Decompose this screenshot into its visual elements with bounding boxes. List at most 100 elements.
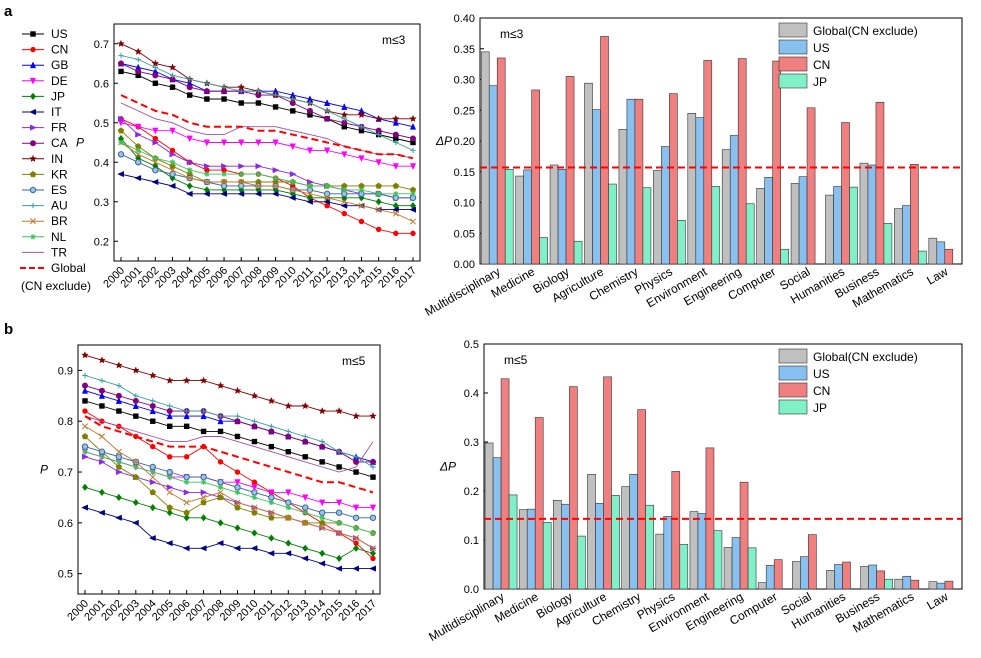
data-point bbox=[369, 514, 377, 521]
legend-label: JP bbox=[813, 75, 827, 89]
data-point bbox=[169, 170, 176, 178]
data-point bbox=[251, 438, 258, 445]
data-point bbox=[167, 423, 173, 430]
data-point bbox=[203, 163, 211, 170]
data-point bbox=[115, 468, 123, 476]
data-point bbox=[169, 84, 176, 90]
series-line bbox=[120, 142, 413, 195]
bar bbox=[539, 237, 548, 265]
bar bbox=[936, 241, 946, 265]
bar bbox=[669, 93, 678, 265]
data-point bbox=[166, 468, 173, 476]
bar bbox=[713, 530, 723, 590]
data-point bbox=[336, 520, 342, 526]
data-point bbox=[221, 163, 228, 170]
legend-label: CN bbox=[813, 58, 830, 72]
bar bbox=[492, 457, 502, 590]
bar bbox=[867, 164, 877, 265]
data-point bbox=[358, 218, 365, 225]
data-point bbox=[183, 499, 190, 506]
bar bbox=[587, 474, 596, 590]
data-point bbox=[369, 545, 377, 552]
bar bbox=[765, 565, 775, 590]
bar bbox=[883, 223, 893, 265]
data-point bbox=[217, 484, 224, 490]
legend-item-gb: GB bbox=[22, 58, 68, 72]
data-point bbox=[183, 489, 191, 496]
data-point bbox=[238, 171, 244, 177]
data-point bbox=[255, 100, 262, 106]
legend-label: AU bbox=[51, 199, 68, 213]
y-tick-label: 0.4 bbox=[94, 157, 109, 169]
data-point bbox=[169, 147, 176, 154]
bar-legend: Global(CN exclude) US CN JP bbox=[778, 348, 918, 415]
legend-swatch bbox=[778, 399, 808, 415]
series-global bbox=[84, 415, 374, 494]
data-point bbox=[285, 433, 292, 440]
data-point bbox=[370, 458, 376, 465]
data-point bbox=[336, 449, 342, 455]
data-point bbox=[370, 530, 376, 536]
data-point bbox=[148, 371, 157, 379]
data-point bbox=[98, 392, 106, 399]
y-tick-label: 0.9 bbox=[58, 365, 73, 377]
data-point bbox=[204, 96, 210, 102]
data-point bbox=[285, 504, 291, 511]
data-point bbox=[186, 182, 193, 190]
bar bbox=[621, 486, 630, 590]
data-point bbox=[203, 88, 210, 95]
data-point bbox=[358, 202, 365, 209]
data-point bbox=[284, 401, 293, 410]
data-point bbox=[251, 479, 258, 485]
data-point bbox=[183, 514, 190, 522]
data-point bbox=[271, 190, 279, 197]
data-point bbox=[200, 479, 207, 485]
data-point bbox=[116, 459, 122, 465]
bar bbox=[772, 60, 781, 265]
data-point bbox=[152, 166, 159, 174]
data-point bbox=[187, 76, 193, 82]
data-point bbox=[81, 483, 89, 491]
data-point bbox=[169, 151, 177, 158]
data-point bbox=[118, 139, 124, 146]
data-point bbox=[98, 448, 106, 455]
data-point bbox=[115, 397, 122, 404]
data-point bbox=[306, 198, 313, 205]
data-point bbox=[324, 183, 330, 189]
legend-label: Global(CN exclude) bbox=[813, 350, 918, 364]
y-tick-label: 0.3 bbox=[94, 197, 109, 209]
bar bbox=[569, 386, 578, 590]
bar bbox=[671, 471, 681, 590]
data-point bbox=[285, 499, 292, 506]
y-tick-label: 0.0 bbox=[464, 584, 479, 596]
bar bbox=[595, 502, 604, 590]
bar bbox=[764, 176, 773, 265]
data-point bbox=[409, 206, 416, 213]
legend-label: KR bbox=[51, 167, 68, 181]
series-it bbox=[117, 171, 416, 213]
bar bbox=[703, 60, 713, 265]
data-point bbox=[289, 143, 296, 151]
y-tick-label: 0.20 bbox=[454, 136, 475, 148]
legend-label: US bbox=[51, 27, 68, 41]
data-point bbox=[319, 438, 325, 445]
bar bbox=[834, 564, 843, 590]
data-point bbox=[352, 412, 360, 420]
series-au bbox=[118, 52, 416, 154]
y-tick-label: 0.5 bbox=[464, 339, 479, 351]
y-tick-label: 0.40 bbox=[454, 13, 475, 25]
data-point bbox=[268, 443, 275, 450]
data-point bbox=[392, 210, 399, 217]
data-point bbox=[183, 473, 190, 481]
data-point bbox=[217, 413, 224, 419]
data-point bbox=[234, 499, 241, 506]
data-point bbox=[393, 139, 399, 146]
data-point bbox=[82, 408, 88, 414]
bar bbox=[723, 547, 733, 590]
data-point bbox=[335, 406, 344, 415]
data-point bbox=[318, 560, 326, 567]
data-point bbox=[409, 114, 417, 123]
data-point bbox=[199, 545, 207, 552]
data-point bbox=[410, 139, 416, 146]
series-line bbox=[84, 451, 374, 534]
